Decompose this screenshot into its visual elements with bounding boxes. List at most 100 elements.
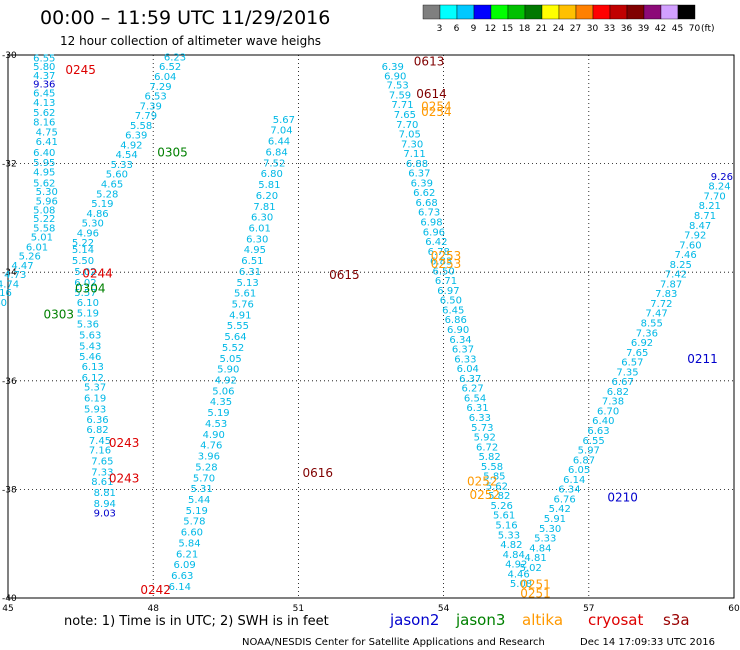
wave-height-point: 7.92 xyxy=(684,231,706,242)
mission-cryosat: cryosat xyxy=(588,611,643,629)
wave-height-point: 8.25 xyxy=(670,260,692,271)
wave-height-point: 6.70 xyxy=(597,406,619,417)
wave-height-point: 7.16 xyxy=(89,446,111,457)
footer-credit: NOAA/NESDIS Center for Satellite Applica… xyxy=(242,637,545,648)
wave-height-point: 5.84 xyxy=(178,538,200,549)
wave-height-point: 5.19 xyxy=(186,506,208,517)
wave-height-point: 5.62 xyxy=(33,108,55,119)
pass-time-label: 0614 xyxy=(416,87,447,101)
pass-time-label: 0305 xyxy=(157,146,188,160)
wave-height-point: 8.71 xyxy=(694,211,716,222)
wave-height-point: 7.71 xyxy=(391,100,413,111)
scale-swatch xyxy=(422,4,441,20)
wave-height-point: 6.60 xyxy=(181,528,203,539)
wave-height-point: 8.81 xyxy=(94,488,116,499)
mission-jason3: jason3 xyxy=(455,611,505,629)
wave-height-point: 6.34 xyxy=(558,485,580,496)
wave-height-point: 5.96 xyxy=(36,196,58,207)
wave-height-point: 6.88 xyxy=(406,159,428,170)
wave-height-point: 6.05 xyxy=(568,465,590,476)
wave-height-point: 7.83 xyxy=(655,289,677,300)
wave-height-point: 5.46 xyxy=(79,352,101,363)
scale-label: 33 xyxy=(604,24,615,34)
wave-height-point: 5.43 xyxy=(79,341,101,352)
wave-height-point: 7.39 xyxy=(140,101,162,112)
scale-label: 27 xyxy=(570,24,581,34)
footer-note: note: 1) Time is in UTC; 2) SWH is in fe… xyxy=(64,614,329,629)
wave-height-point: 6.78 xyxy=(428,247,450,258)
pass-time-label: 0252 xyxy=(467,474,498,488)
pass-time-label: 0254 xyxy=(421,105,452,119)
wave-height-point: 7.35 xyxy=(616,367,638,378)
scale-swatch xyxy=(643,4,662,20)
wave-height-point: 7.65 xyxy=(626,348,648,359)
wave-height-point: 6.44 xyxy=(268,137,290,148)
pass-time-label: 0615 xyxy=(329,268,360,282)
wave-height-point: 6.42 xyxy=(425,237,447,248)
wave-height-point: 6.82 xyxy=(86,425,108,436)
wave-height-point: 5.14 xyxy=(72,245,94,256)
pass-time-label: 0253 xyxy=(431,249,462,263)
pass-time-label: 0210 xyxy=(607,491,638,505)
wave-height-point: 7.46 xyxy=(674,250,696,261)
wave-height-point: 5.73 xyxy=(471,423,493,434)
y-tick-label: -36 xyxy=(2,377,17,387)
wave-height-point: 5.61 xyxy=(234,289,256,300)
wave-height-point: 6.21 xyxy=(176,549,198,560)
wave-height-point: 5.55 xyxy=(227,321,249,332)
wave-height-point: 5.92 xyxy=(474,433,496,444)
scale-swatch xyxy=(490,4,509,20)
wave-height-point: 5.08 xyxy=(510,579,532,590)
scale-swatch xyxy=(677,4,696,20)
grid-lines xyxy=(8,55,734,598)
wave-height-point: 6.41 xyxy=(36,137,58,148)
scale-unit: (ft) xyxy=(701,24,715,34)
wave-height-point: 6.96 xyxy=(423,227,445,238)
wave-height-point: 4.37 xyxy=(33,71,55,82)
x-tick-label: 48 xyxy=(147,604,159,614)
wave-height-point: 7.11 xyxy=(403,149,425,160)
wave-height-point: 6.84 xyxy=(265,147,287,158)
wave-height-point: 5.42 xyxy=(549,504,571,515)
wave-height-point: 5.58 xyxy=(130,121,152,132)
wave-height-point: 4.53 xyxy=(205,419,227,430)
wave-height-point: 6.80 xyxy=(261,169,283,180)
wave-height-point: 6.68 xyxy=(416,198,438,209)
wave-height-point: 4.90 xyxy=(203,430,225,441)
wave-height-point: 7.47 xyxy=(645,309,667,320)
pass-time-label: 0304 xyxy=(75,281,106,295)
scale-label: 45 xyxy=(672,24,683,34)
wave-height-point: 6.37 xyxy=(452,345,474,356)
wave-height-point: 6.98 xyxy=(420,218,442,229)
wave-height-point: 4.84 xyxy=(503,550,525,561)
wave-height-point: 5.33 xyxy=(498,530,520,541)
wave-height-point: 6.86 xyxy=(445,315,467,326)
wave-height-point: 7.42 xyxy=(665,270,687,281)
wave-height-point: 5.30 xyxy=(539,524,561,535)
wave-height-point: 5.50 xyxy=(72,256,94,267)
wave-height-point: 4.81 xyxy=(524,553,546,564)
wave-height-point: 6.30 xyxy=(251,213,273,224)
chart-subtitle: 12 hour collection of altimeter wave hei… xyxy=(60,34,321,48)
pass-time-label: 0245 xyxy=(65,63,96,77)
wave-height-point: 6.09 xyxy=(174,560,196,571)
wave-height-point: 8.16 xyxy=(33,118,55,129)
wave-height-point: 6.01 xyxy=(249,223,271,234)
wave-height-point: 6.63 xyxy=(171,571,193,582)
wave-height-point: 6.04 xyxy=(154,72,176,83)
wave-height-point: 6.40 xyxy=(33,148,55,159)
wave-height-point: 5.26 xyxy=(491,501,513,512)
wave-height-point: 5.44 xyxy=(188,495,210,506)
scale-label: 39 xyxy=(638,24,650,34)
scale-label: 3 xyxy=(437,24,443,34)
wave-height-point: 5.97 xyxy=(578,446,600,457)
wave-height-point: 4.92 xyxy=(215,376,237,387)
wave-height-point: 5.19 xyxy=(91,199,113,210)
wave-height-point: 5.22 xyxy=(33,214,55,225)
scale-swatch xyxy=(473,4,492,20)
x-tick-label: 51 xyxy=(293,604,304,614)
wave-height-point: 6.13 xyxy=(82,362,104,373)
wave-height-point: 6.33 xyxy=(454,354,476,365)
wave-height-point: 6.02 xyxy=(74,278,96,289)
